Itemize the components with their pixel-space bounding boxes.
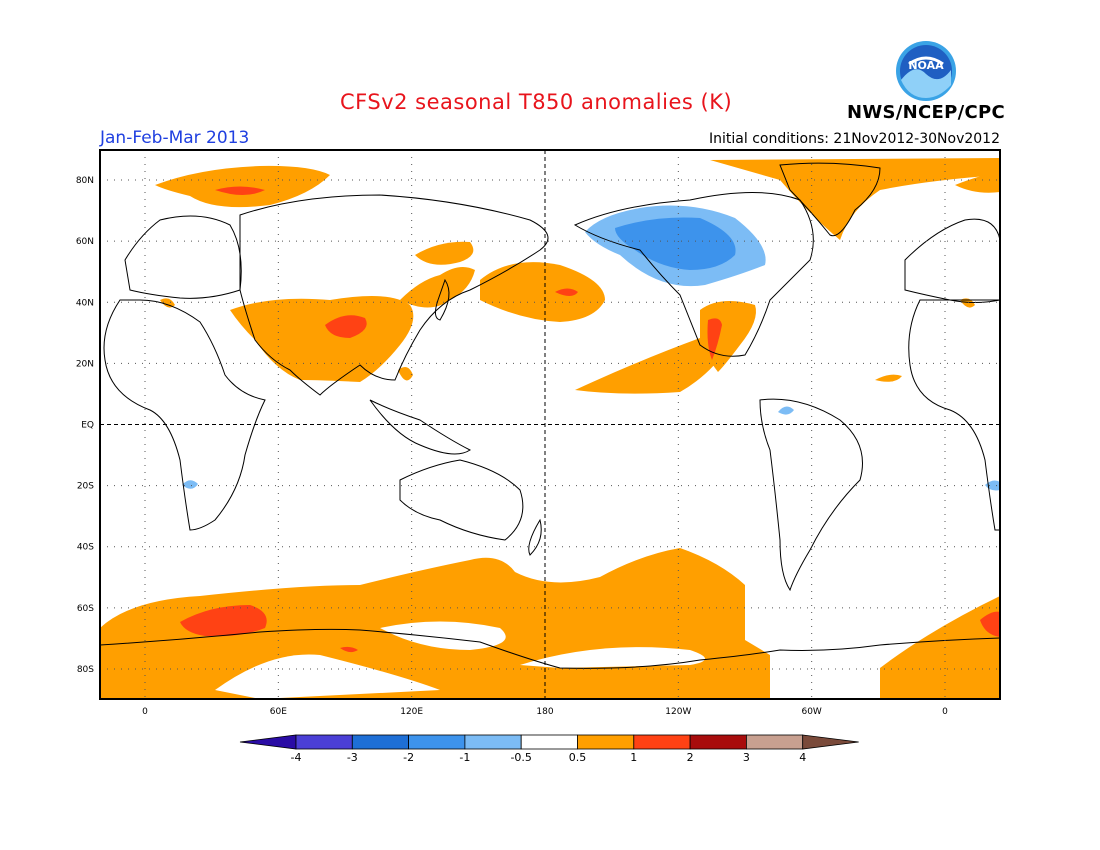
lat-tick-label: 20S: [77, 482, 94, 492]
coast-antarctica: [100, 628, 1000, 669]
anomaly-greenland-sea: [155, 165, 330, 208]
lat-tick-label: 60N: [76, 237, 94, 247]
initial-conditions: Initial conditions: 21Nov2012-30Nov2012: [709, 131, 1000, 147]
lon-tick-label: 180: [536, 707, 553, 717]
colorbar-swatch: [351, 734, 409, 750]
anomaly-north-pacific: [480, 262, 605, 322]
coast-africa-east: [908, 299, 1000, 531]
lat-tick-label: 40N: [76, 298, 94, 308]
anomaly-mediterranean: [960, 298, 975, 308]
colorbar-arrow-low: [239, 734, 297, 750]
colorbar-label: 4: [799, 751, 806, 764]
anomaly-positive-layer: [100, 158, 1000, 699]
map-panel: [100, 150, 1000, 699]
colorbar-arrow-high: [802, 734, 859, 750]
colorbar-swatch: [746, 734, 804, 750]
lon-tick-label: 0: [942, 707, 948, 717]
anomaly-caribbean-south: [778, 406, 794, 415]
lat-tick-label: EQ: [81, 421, 94, 431]
anomaly-hole-1: [215, 654, 440, 699]
anomaly-caribbean: [875, 374, 902, 382]
anomaly-south-atlantic-east: [880, 596, 1000, 699]
colorbar-swatch: [577, 734, 635, 750]
colorbar-label: 2: [687, 751, 694, 764]
lon-tick-label: 120W: [665, 707, 691, 717]
anomaly-core-tibet: [325, 315, 367, 338]
lat-labels: 80N 60N 40N 20N EQ 20S 40S 60S 80S: [76, 176, 94, 675]
colorbar-label: -3: [347, 751, 358, 764]
anomaly-negative-layer: [182, 205, 1000, 491]
lon-tick-label: 60E: [270, 707, 287, 717]
coast-africa: [103, 299, 266, 531]
anomaly-gulf-of-alaska-core: [615, 217, 736, 270]
colorbar-label: -0.5: [510, 751, 531, 764]
colorbar-swatch: [633, 734, 691, 750]
anomaly-arctic-greenland: [710, 158, 1000, 240]
colorbar-swatch: [464, 734, 522, 750]
lat-tick-label: 80N: [76, 176, 94, 186]
lat-tick-label: 20N: [76, 359, 94, 369]
colorbar-swatch: [520, 734, 578, 750]
gridlines: [100, 150, 1000, 699]
coast-australia: [399, 459, 524, 541]
anomaly-east-siberia: [415, 241, 474, 265]
lon-tick-label: 60W: [801, 707, 821, 717]
anomaly-hole-3: [520, 647, 705, 668]
logo-text: NOAA: [908, 59, 944, 72]
anomaly-hole-2: [380, 621, 506, 650]
coast-south-america: [759, 398, 863, 592]
colorbar-label: -2: [403, 751, 414, 764]
lon-tick-label: 120E: [400, 707, 423, 717]
colorbar: -4 -3 -2 -1 -0.5 0.5 1 2 3 4: [239, 734, 859, 764]
anomaly-svalbard-east: [955, 172, 1000, 193]
coast-greenland: [779, 162, 881, 237]
lat-tick-label: 60S: [77, 604, 94, 614]
anomaly-core-east-antarctica: [340, 646, 358, 653]
coast-se-asia: [369, 399, 471, 455]
colorbar-swatch: [408, 734, 466, 750]
colorbar-label: 0.5: [569, 751, 587, 764]
colorbar-swatch: [295, 734, 353, 750]
coastlines: [100, 162, 1000, 669]
anomaly-arabia: [160, 298, 175, 308]
chart-title: CFSv2 seasonal T850 anomalies (K): [340, 90, 733, 114]
anomaly-core-south-atlantic: [980, 611, 1000, 637]
lat-tick-label: 40S: [77, 543, 94, 553]
anomaly-core-greenland-sea: [215, 186, 265, 195]
colorbar-label: 1: [630, 751, 637, 764]
coast-japan: [434, 278, 450, 321]
lon-tick-label: 0: [142, 707, 148, 717]
colorbar-label: 3: [743, 751, 750, 764]
colorbar-label: -4: [291, 751, 302, 764]
map-frame: [99, 149, 1001, 700]
agency-label: NWS/NCEP/CPC: [847, 102, 1006, 123]
coast-new-zealand: [528, 518, 542, 556]
anomaly-south-china: [398, 366, 413, 381]
forecast-period: Jan-Feb-Mar 2013: [100, 128, 250, 148]
anomaly-south-africa: [182, 480, 198, 489]
anomaly-core-southern-indian: [180, 605, 267, 637]
colorbar-swatch: [689, 734, 747, 750]
anomaly-core-mexico: [707, 318, 722, 360]
coast-europe-east: [904, 218, 1000, 303]
anomaly-central-asia: [230, 296, 414, 382]
anomaly-core-pacific: [555, 288, 578, 296]
anomaly-east-asia: [400, 266, 475, 308]
anomaly-subtropical-pacific: [575, 335, 730, 394]
colorbar-label: -1: [459, 751, 470, 764]
coast-asia: [239, 194, 549, 396]
coast-north-america: [573, 192, 814, 357]
lon-labels: 0 60E 120E 180 120W 60W 0: [142, 707, 948, 717]
noaa-logo: NOAA: [896, 41, 956, 101]
lat-tick-label: 80S: [77, 665, 94, 675]
